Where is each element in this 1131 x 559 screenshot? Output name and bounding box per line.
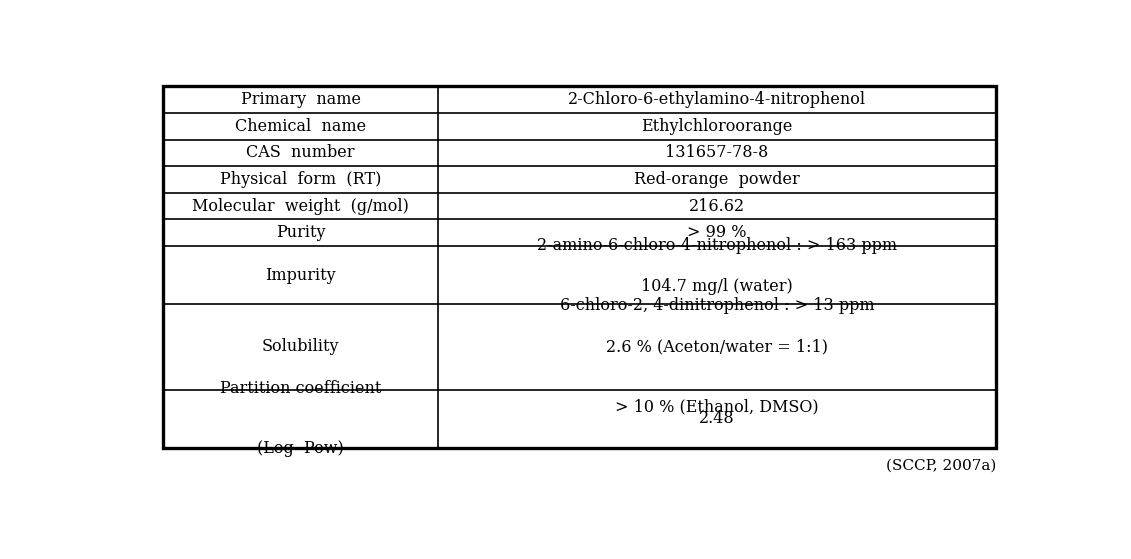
Text: CAS  number: CAS number xyxy=(247,144,355,162)
Text: 216.62: 216.62 xyxy=(689,197,745,215)
Text: Molecular  weight  (g/mol): Molecular weight (g/mol) xyxy=(192,197,409,215)
Text: Physical  form  (RT): Physical form (RT) xyxy=(221,171,381,188)
Bar xyxy=(163,87,996,448)
Text: > 99 %: > 99 % xyxy=(688,224,746,241)
Text: Impurity: Impurity xyxy=(266,267,336,284)
Text: Chemical  name: Chemical name xyxy=(235,118,366,135)
Text: Ethylchloroorange: Ethylchloroorange xyxy=(641,118,793,135)
Text: Solubility: Solubility xyxy=(262,339,339,356)
Bar xyxy=(163,87,996,448)
Text: 2.48: 2.48 xyxy=(699,410,735,427)
Text: 131657-78-8: 131657-78-8 xyxy=(665,144,769,162)
Text: Primary  name: Primary name xyxy=(241,91,361,108)
Text: 104.7 mg/l (water)

2.6 % (Aceton/water = 1:1)

> 10 % (Ethanol, DMSO): 104.7 mg/l (water) 2.6 % (Aceton/water =… xyxy=(606,278,828,415)
Text: Purity: Purity xyxy=(276,224,326,241)
Text: Partition coefficient

(Log  Pow): Partition coefficient (Log Pow) xyxy=(221,380,381,457)
Text: 2-Chloro-6-ethylamino-4-nitrophenol: 2-Chloro-6-ethylamino-4-nitrophenol xyxy=(568,91,866,108)
Text: (SCCP, 2007a): (SCCP, 2007a) xyxy=(886,459,996,473)
Text: Red-orange  powder: Red-orange powder xyxy=(634,171,800,188)
Text: 2-amino-6-chloro-4-nitrophenol : > 163 ppm

6-chloro-2, 4-dinitrophenol : > 13 p: 2-amino-6-chloro-4-nitrophenol : > 163 p… xyxy=(537,236,897,314)
